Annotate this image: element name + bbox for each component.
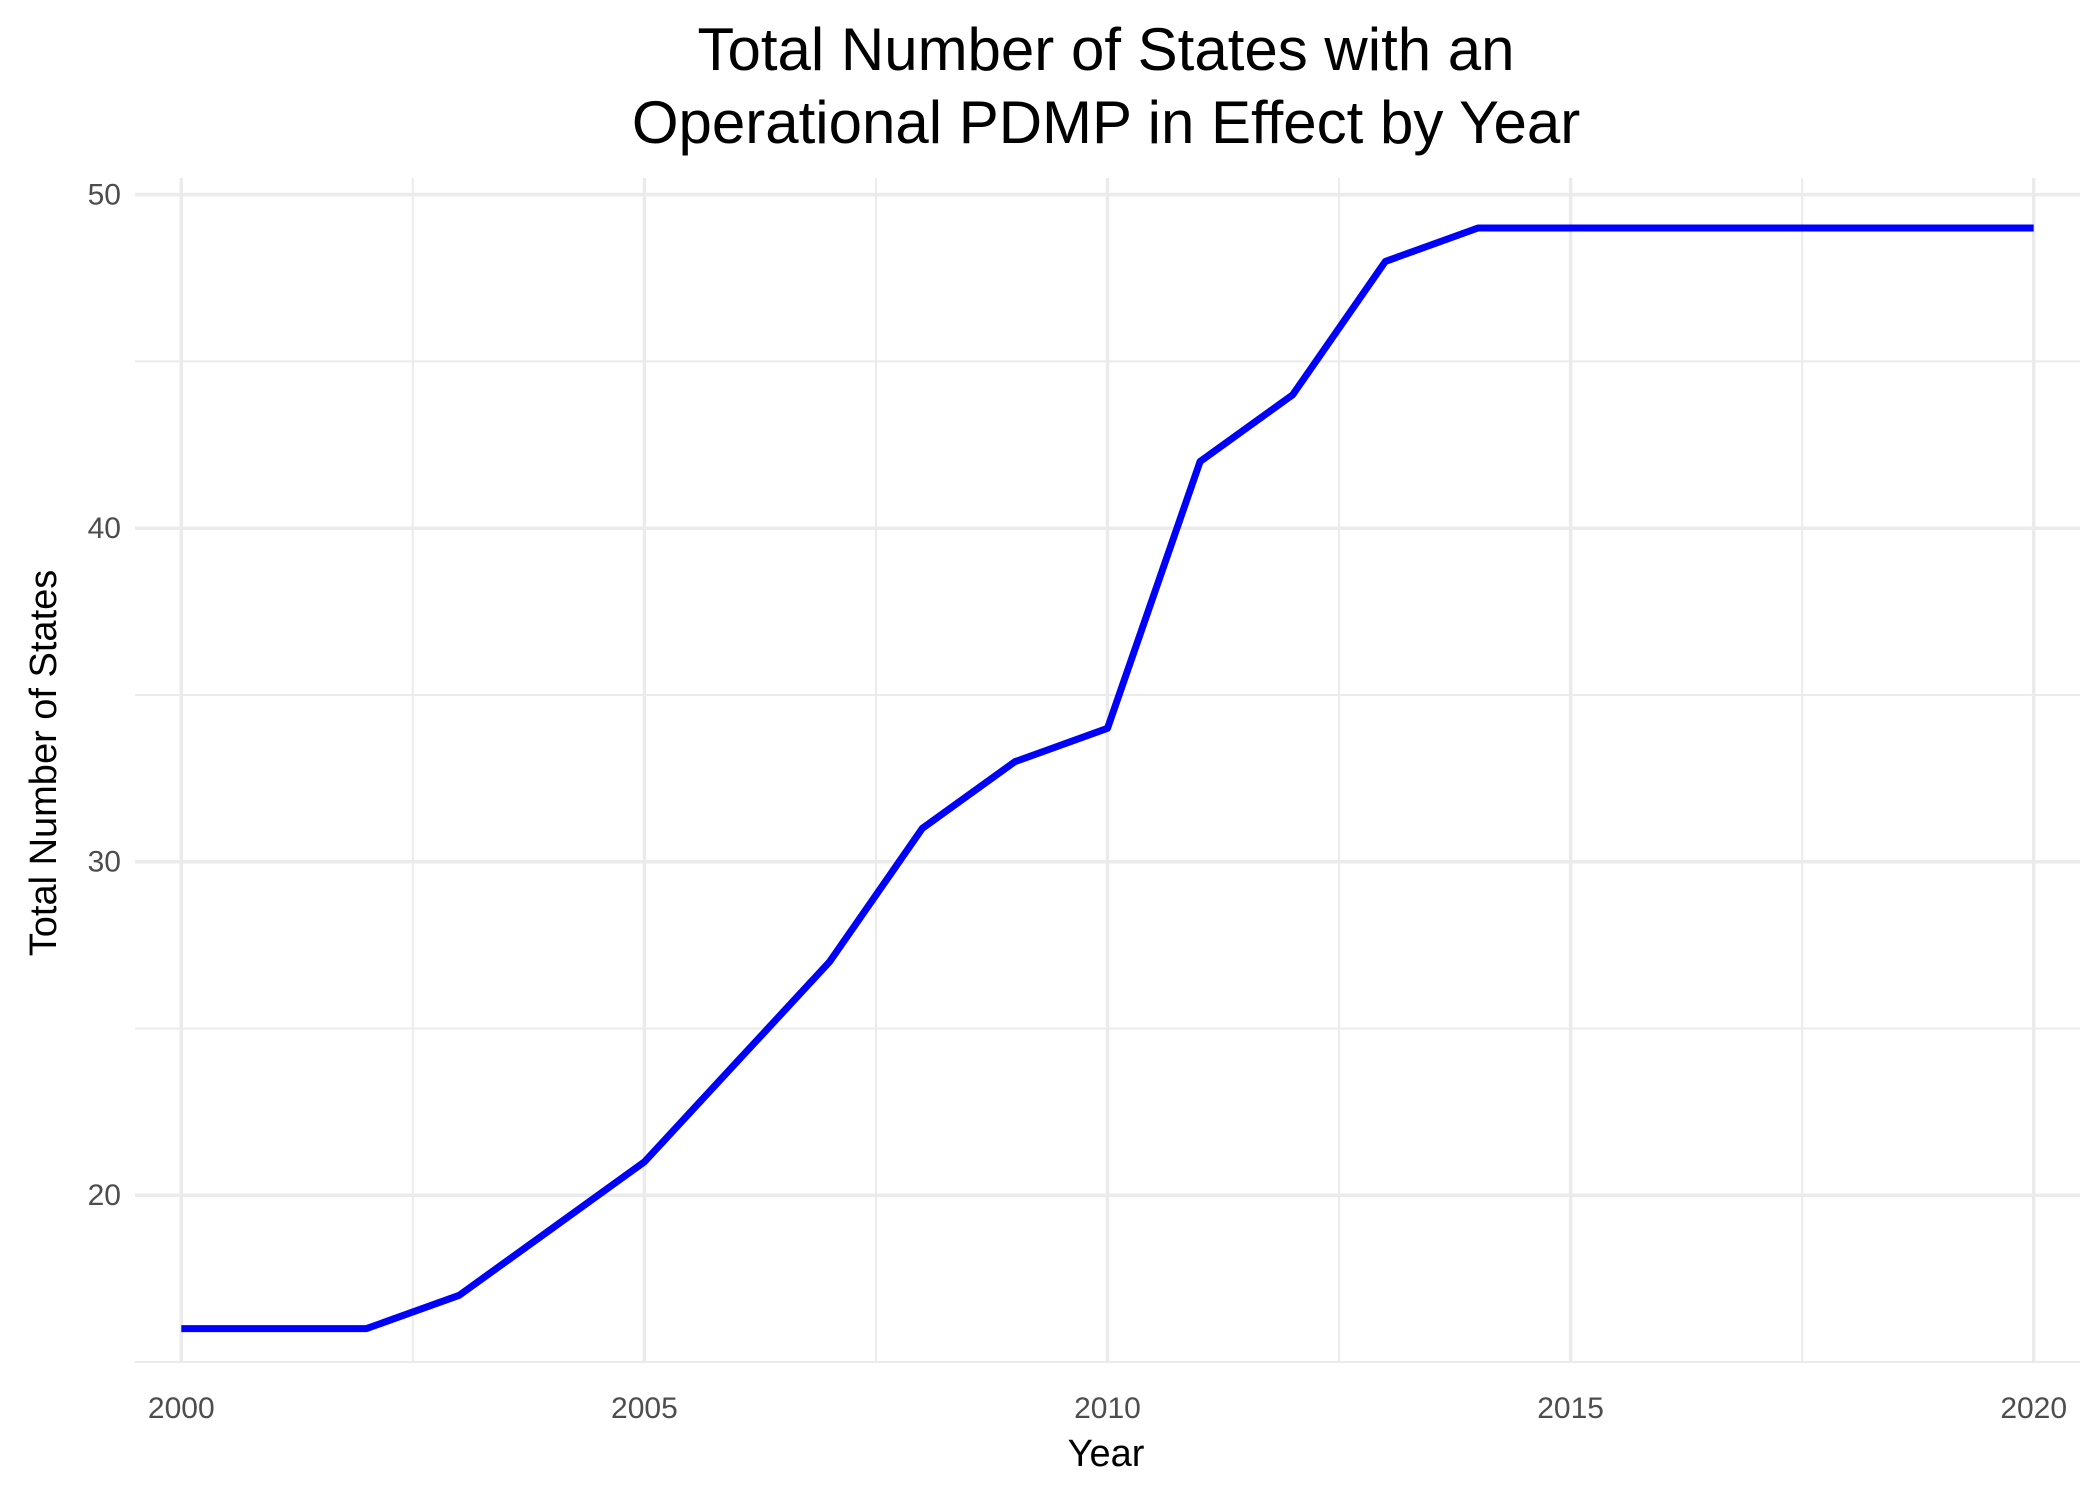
x-tick-label: 2020	[2000, 1392, 2067, 1425]
y-tick-label: 50	[88, 179, 121, 212]
x-tick-label: 2000	[148, 1392, 215, 1425]
x-tick-label: 2010	[1074, 1392, 1141, 1425]
series-line-0	[181, 224, 2034, 1333]
y-axis-title: Total Number of States	[23, 570, 65, 957]
x-tick-labels: 2000 2005 2010 2015 2020	[148, 1392, 2067, 1425]
y-tick-label: 20	[88, 1179, 121, 1212]
y-tick-label: 40	[88, 512, 121, 545]
chart-title-line-1: Total Number of States with an	[697, 16, 1514, 83]
x-axis-title: Year	[1068, 1433, 1145, 1475]
x-tick-label: 2005	[611, 1392, 678, 1425]
series-layer	[181, 224, 2034, 1333]
x-tick-label: 2015	[1537, 1392, 1604, 1425]
grid-layer	[135, 178, 2080, 1363]
y-tick-labels: 20 30 40 50	[88, 179, 121, 1213]
y-tick-label: 30	[88, 846, 121, 879]
chart-title-line-2: Operational PDMP in Effect by Year	[632, 89, 1580, 156]
